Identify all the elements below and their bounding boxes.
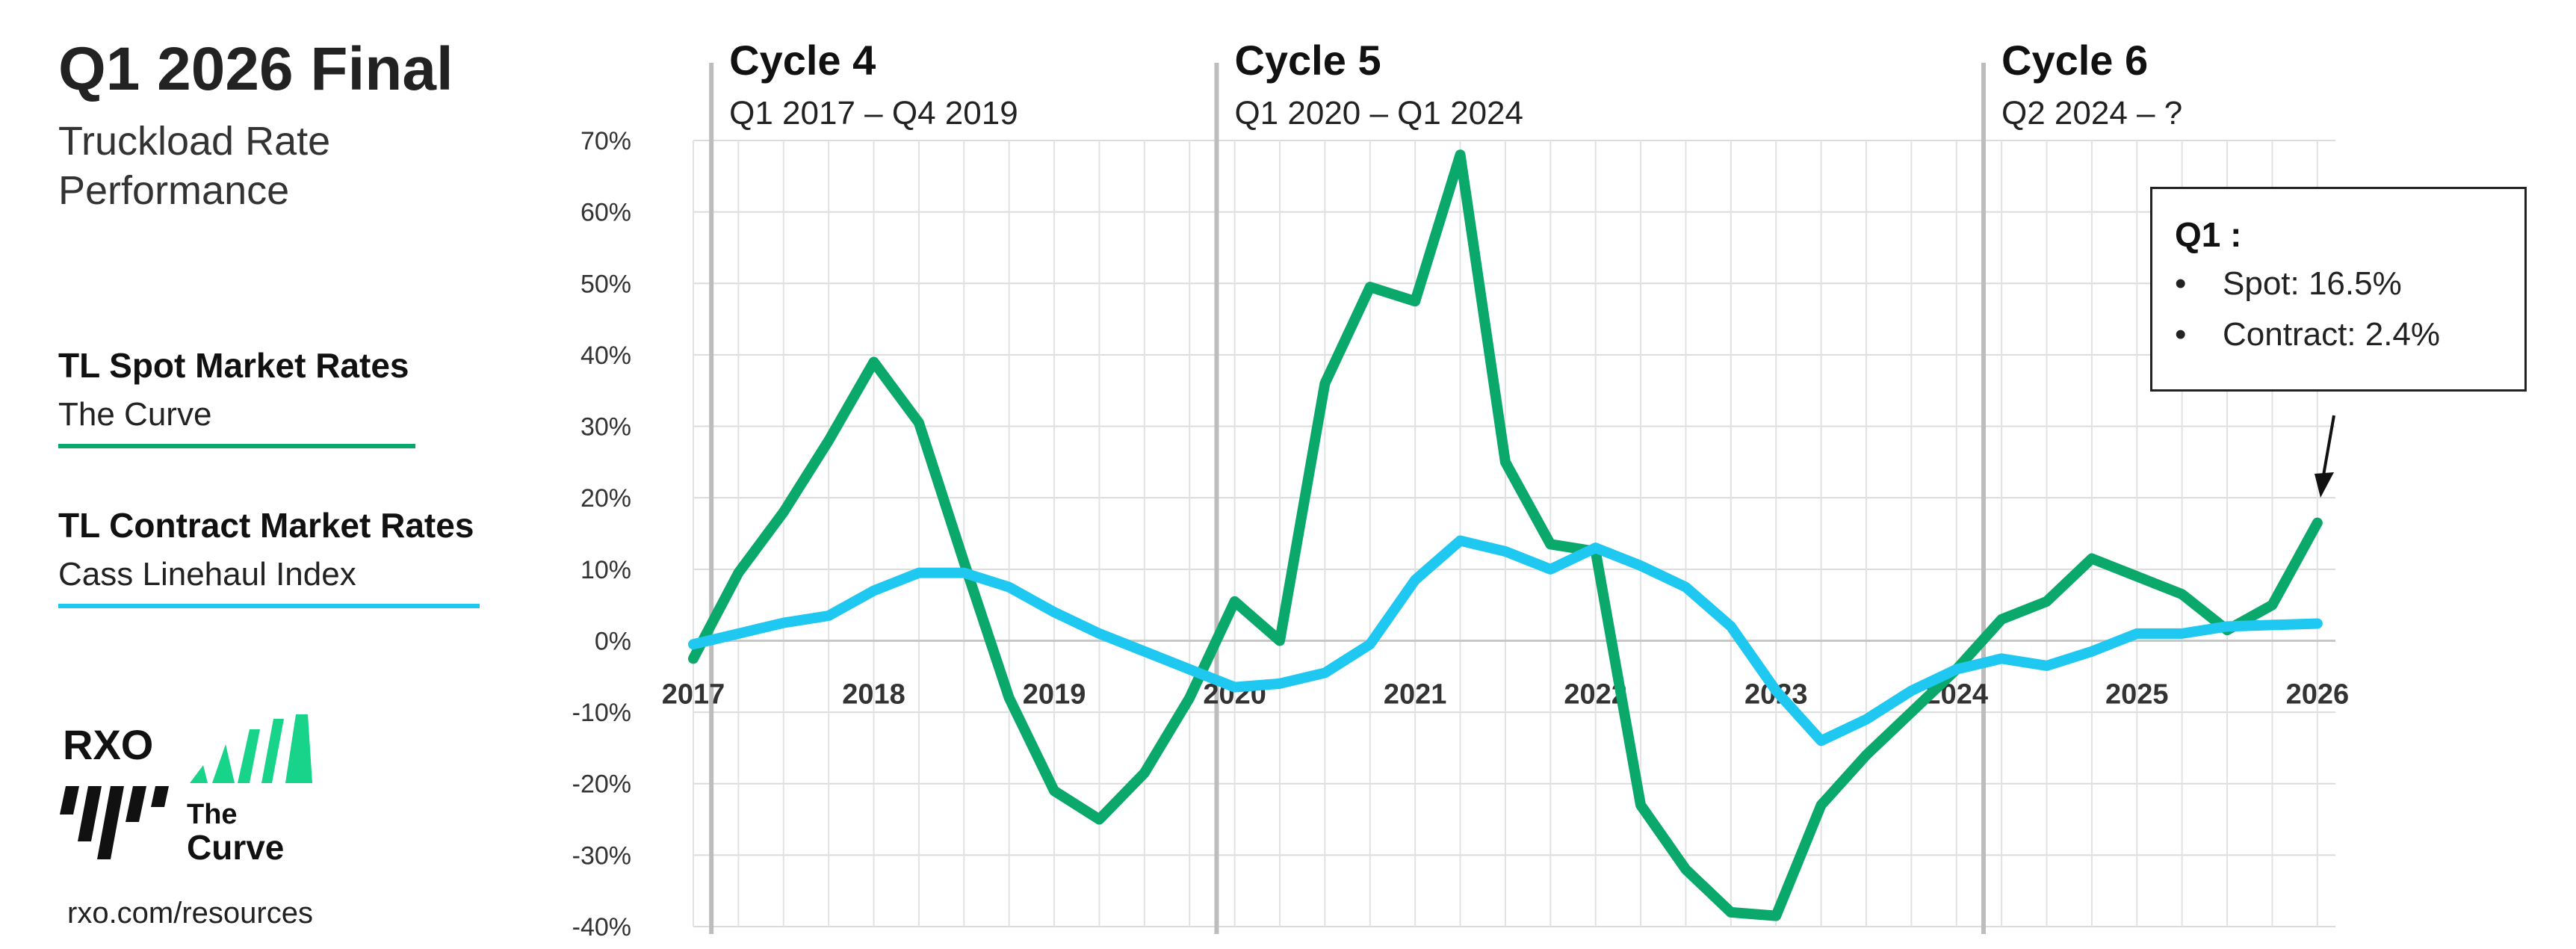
cycle-range: Q2 2024 – ?: [2001, 95, 2182, 132]
x-tick-label: 2019: [1023, 678, 1086, 710]
x-tick-label: 2026: [2286, 678, 2350, 710]
cycle-range: Q1 2017 – Q4 2019: [729, 95, 1018, 132]
rxo-logo: RXO The Curve: [60, 714, 312, 867]
footer-url: rxo.com/resources: [67, 897, 313, 930]
logo-green-stripes: [190, 714, 312, 783]
bullet-icon: •: [2175, 265, 2187, 302]
legend-contract-subtitle: Cass Linehaul Index: [58, 556, 356, 593]
cycle-name: Cycle 5: [1234, 37, 1381, 84]
chart-series: [688, 149, 2323, 921]
page-title: Q1 2026 Final: [58, 35, 453, 103]
cycle-name: Cycle 6: [2001, 37, 2148, 84]
y-tick-label: 40%: [580, 341, 631, 370]
x-axis-labels: 2017 2018 2019 2020 2021 2022 2023 2024 2025 2026: [662, 678, 2349, 710]
legend-contract: TL Contract Market Rates Cass Linehaul I…: [58, 505, 521, 608]
y-tick-label: 60%: [580, 199, 631, 227]
legend-contract-title: TL Contract Market Rates: [58, 506, 474, 545]
callout-spot-text: Spot: 16.5%: [2223, 265, 2402, 302]
y-tick-label: -20%: [572, 770, 631, 799]
cycle-range: Q1 2020 – Q1 2024: [1234, 95, 1523, 132]
y-tick-label: -30%: [572, 841, 631, 870]
q1-callout: Q1 : • Spot: 16.5% • Contract: 2.4%: [2150, 187, 2527, 392]
logo-line1: The: [187, 799, 238, 830]
y-axis-labels: 70% 60% 50% 40% 30% 20% 10% 0% -10% -20% -30% -40%: [572, 127, 631, 942]
cycle-name: Cycle 4: [729, 37, 876, 84]
spot-rate-line: [688, 149, 2323, 921]
legend-contract-line: [58, 604, 480, 608]
contract-rate-line: [688, 535, 2323, 746]
x-tick-label: 2021: [1384, 678, 1447, 710]
legend-spot-title: TL Spot Market Rates: [58, 346, 409, 385]
legend-spot: TL Spot Market Rates The Curve: [58, 345, 447, 448]
x-tick-label: 2018: [842, 678, 905, 710]
y-tick-label: 10%: [580, 556, 631, 584]
y-tick-label: -10%: [572, 699, 631, 727]
callout-contract-text: Contract: 2.4%: [2223, 316, 2441, 353]
callout-arrow: [2315, 415, 2335, 498]
logo-brand: RXO: [63, 721, 153, 768]
y-tick-label: 70%: [580, 127, 631, 155]
y-tick-label: 0%: [595, 627, 631, 655]
x-tick-label: 2025: [2105, 678, 2169, 710]
page-subtitle: Truckload Rate Performance: [58, 119, 331, 213]
y-tick-label: 50%: [580, 270, 631, 298]
x-tick-label: 2017: [662, 678, 725, 710]
legend-spot-line: [58, 444, 415, 448]
y-tick-label: -40%: [572, 913, 631, 942]
logo-dark-stripes: [60, 786, 169, 859]
legend-spot-subtitle: The Curve: [58, 396, 212, 433]
cycle-labels: Cycle 4 Q1 2017 – Q4 2019 Cycle 5 Q1 2020 –…: [729, 37, 2182, 132]
callout-title: Q1 :: [2175, 215, 2242, 254]
y-tick-label: 30%: [580, 413, 631, 442]
y-tick-label: 20%: [580, 484, 631, 513]
logo-line2: Curve: [187, 828, 284, 867]
bullet-icon: •: [2175, 316, 2187, 353]
callout-item-spot: • Spot: 16.5%: [2175, 265, 2502, 303]
callout-item-contract: • Contract: 2.4%: [2175, 316, 2502, 353]
chart-grid: [693, 140, 2335, 927]
cycle-dividers: [709, 63, 1986, 934]
